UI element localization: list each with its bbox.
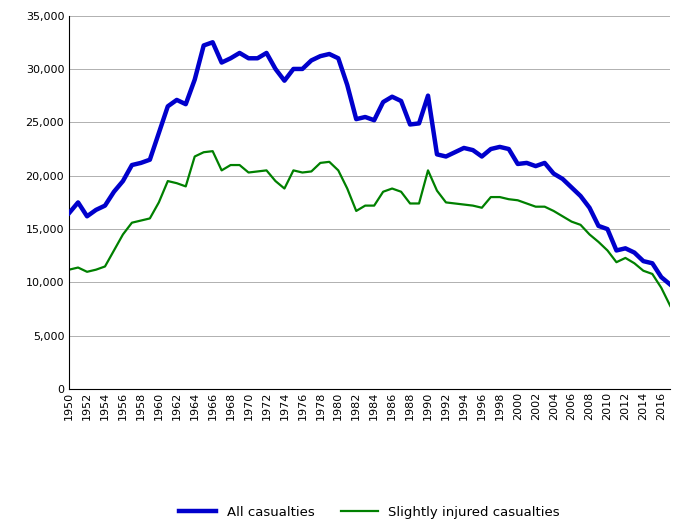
All casualties xyxy=(666,281,674,288)
Legend: All casualties, Slightly injured casualties: All casualties, Slightly injured casualt… xyxy=(174,500,565,519)
Line: Slightly injured casualties: Slightly injured casualties xyxy=(69,151,670,306)
All casualties xyxy=(424,92,432,99)
All casualties xyxy=(415,120,423,127)
Slightly injured casualties xyxy=(65,267,73,273)
All casualties xyxy=(65,210,73,216)
Slightly injured casualties xyxy=(415,200,423,207)
Slightly injured casualties xyxy=(612,259,621,265)
Slightly injured casualties xyxy=(666,303,674,309)
Line: All casualties: All casualties xyxy=(69,42,670,284)
Slightly injured casualties xyxy=(200,149,208,155)
Slightly injured casualties xyxy=(424,167,432,173)
Slightly injured casualties xyxy=(209,148,217,154)
All casualties xyxy=(325,51,334,57)
Slightly injured casualties xyxy=(325,159,334,165)
All casualties xyxy=(209,39,217,45)
All casualties xyxy=(218,60,226,66)
Slightly injured casualties xyxy=(218,167,226,173)
All casualties xyxy=(612,248,621,254)
All casualties xyxy=(200,43,208,49)
